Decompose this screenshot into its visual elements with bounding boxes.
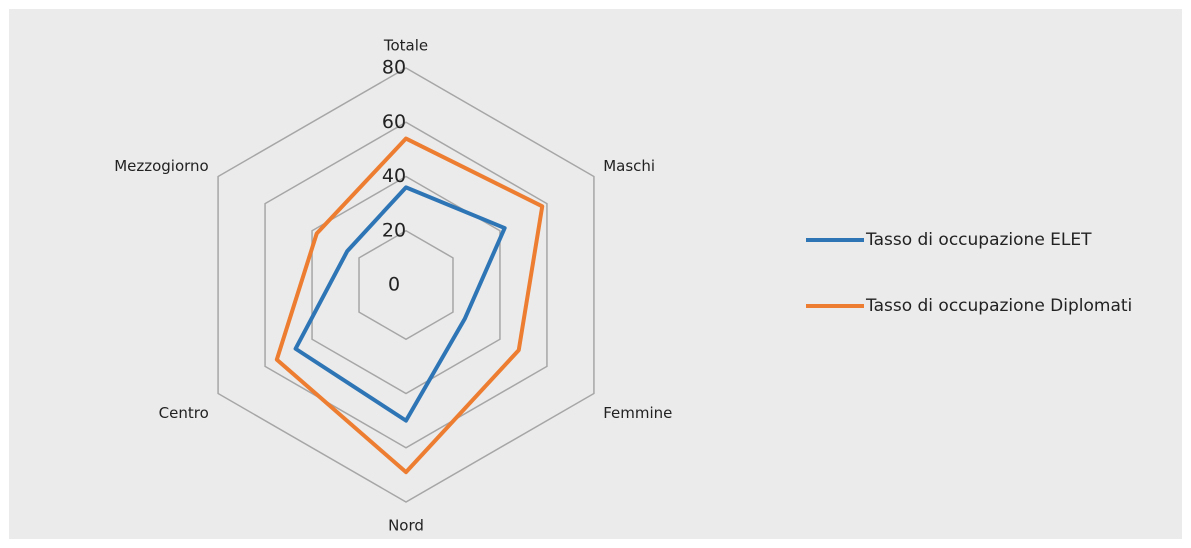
legend-label: Tasso di occupazione Diplomati xyxy=(865,296,1132,316)
y-tick-label: 0 xyxy=(388,274,400,296)
category-label: Centro xyxy=(159,404,209,422)
category-label: Femmine xyxy=(603,404,672,422)
y-tick-label: 80 xyxy=(382,57,406,79)
grid-ring xyxy=(311,175,501,395)
y-tick-label: 20 xyxy=(382,219,406,241)
y-tick-label: 60 xyxy=(382,111,406,133)
series-line xyxy=(274,136,545,475)
category-label: Nord xyxy=(388,517,424,535)
series-line xyxy=(293,185,507,423)
grid-ring xyxy=(264,121,548,449)
grid-ring xyxy=(217,67,595,503)
grid-ring xyxy=(358,229,454,341)
category-label: Totale xyxy=(383,37,428,55)
category-label: Maschi xyxy=(603,157,655,175)
category-label: Mezzogiorno xyxy=(114,157,209,175)
y-tick-label: 40 xyxy=(382,165,406,187)
chart-area xyxy=(9,9,1182,539)
legend-label: Tasso di occupazione ELET xyxy=(865,230,1092,250)
